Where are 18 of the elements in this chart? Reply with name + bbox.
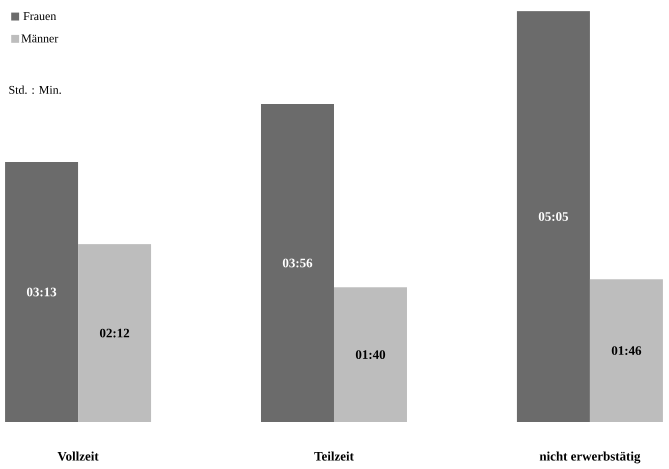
x-tick-label: nicht erwerbstätig	[540, 452, 640, 464]
bar	[590, 279, 663, 422]
text: Std. : Min.	[9, 86, 61, 94]
legend-label: Männer	[21, 34, 58, 42]
data-label: 03:56	[282, 258, 312, 268]
x-tick-label: Vollzeit	[58, 452, 99, 461]
data-label: 05:05	[538, 212, 568, 221]
bar	[516, 11, 590, 422]
bar	[5, 162, 78, 422]
data-label: 02:12	[100, 328, 130, 338]
x-tick-label: Teilzeit	[314, 452, 354, 461]
data-label: 01:46	[612, 346, 642, 355]
bar	[78, 244, 152, 422]
bar	[260, 104, 334, 422]
data-label: 01:40	[356, 350, 386, 360]
data-label: 03:13	[26, 288, 56, 296]
legend-label: Frauen	[23, 12, 56, 20]
bar	[334, 287, 407, 422]
